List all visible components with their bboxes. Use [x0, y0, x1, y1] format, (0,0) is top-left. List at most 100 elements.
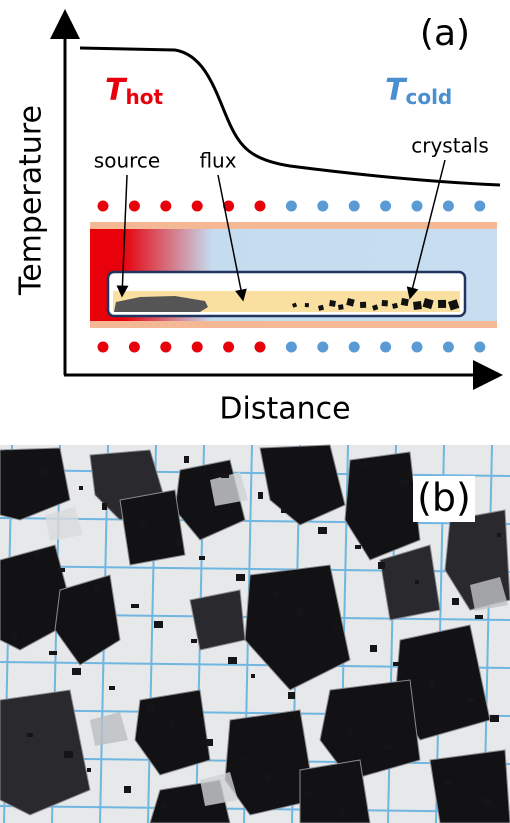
hot-label: Thot — [105, 73, 163, 109]
dot — [317, 342, 328, 353]
small-flake — [146, 704, 155, 711]
small-flake — [445, 780, 451, 784]
small-flake — [199, 556, 205, 560]
small-flake — [102, 503, 107, 510]
flake — [300, 760, 370, 823]
small-flake — [385, 745, 393, 749]
dot — [286, 342, 297, 353]
small-flake — [64, 751, 73, 758]
panel-label: (b) — [417, 476, 471, 520]
small-flake — [452, 598, 459, 605]
small-flake — [109, 686, 115, 690]
small-flake — [124, 786, 131, 793]
dot — [255, 201, 266, 212]
small-flake — [333, 627, 337, 631]
page: (a) Thot Tcold Temperature Distance sour… — [0, 0, 510, 823]
dot — [98, 342, 109, 353]
dot — [255, 342, 266, 353]
small-flake — [131, 604, 139, 608]
small-flake — [206, 739, 213, 746]
small-flake — [236, 574, 245, 581]
dot — [192, 201, 203, 212]
dot — [349, 201, 360, 212]
crystal — [338, 304, 344, 310]
small-flake — [243, 757, 247, 761]
dot — [412, 342, 423, 353]
small-flake — [467, 698, 475, 702]
dot — [286, 201, 297, 212]
small-flake — [258, 492, 263, 499]
small-flake — [72, 668, 81, 675]
subscript: hot — [125, 85, 163, 109]
small-flake — [34, 551, 41, 558]
small-flake — [348, 727, 353, 734]
small-flake — [490, 715, 499, 722]
dot — [223, 342, 234, 353]
small-flake — [79, 486, 83, 490]
small-flake — [340, 810, 345, 817]
small-flake — [393, 662, 401, 666]
dot — [349, 342, 360, 353]
small-flake — [221, 474, 229, 478]
small-flake — [296, 609, 303, 616]
furnace-wall — [90, 222, 497, 229]
dot — [98, 201, 109, 212]
small-flake — [228, 657, 237, 664]
crystal — [401, 298, 409, 306]
small-flake — [27, 733, 33, 737]
small-flake — [482, 798, 491, 805]
x-axis-label: Distance — [219, 392, 350, 427]
dot — [160, 201, 171, 212]
small-flake — [355, 545, 361, 549]
small-flake — [94, 586, 99, 593]
small-flake — [154, 621, 163, 628]
dot — [443, 201, 454, 212]
small-flake — [288, 692, 295, 699]
crystal — [382, 300, 388, 306]
furnace-wall — [90, 321, 497, 328]
small-flake — [161, 804, 165, 808]
flake — [120, 490, 185, 565]
crystal — [360, 302, 366, 308]
crystal — [413, 301, 422, 310]
panel-b: (b) — [0, 445, 510, 823]
dot — [129, 201, 140, 212]
small-flake — [49, 651, 57, 655]
small-flake — [363, 462, 369, 466]
small-flake — [475, 615, 483, 619]
dot — [129, 342, 140, 353]
small-flake — [191, 639, 197, 643]
y-axis-label: Temperature — [14, 105, 49, 296]
figure: (a) Thot Tcold Temperature Distance sour… — [0, 0, 510, 823]
small-flake — [12, 633, 17, 640]
dot — [380, 342, 391, 353]
small-flake — [176, 539, 181, 546]
panel-label: (a) — [420, 13, 470, 54]
small-flake — [139, 521, 147, 525]
flake — [190, 590, 245, 650]
crystal — [329, 300, 336, 307]
small-flake — [184, 456, 189, 463]
small-flake — [273, 592, 279, 596]
cold-label: Tcold — [385, 73, 452, 109]
annotation: crystals — [411, 134, 489, 158]
crystal — [305, 303, 309, 307]
dot — [474, 342, 485, 353]
small-flake — [430, 680, 435, 687]
small-flake — [57, 568, 65, 572]
dot — [317, 201, 328, 212]
crystal — [438, 300, 446, 308]
small-flake — [42, 468, 49, 475]
small-flake — [5, 450, 9, 454]
dot — [160, 342, 171, 353]
annotation: source — [94, 149, 160, 173]
small-flake — [378, 562, 385, 569]
dot — [443, 342, 454, 353]
annotation: flux — [199, 149, 236, 173]
small-flake — [251, 674, 255, 678]
dot — [474, 201, 485, 212]
subscript: cold — [405, 85, 452, 109]
dot — [192, 342, 203, 353]
small-flake — [169, 721, 173, 725]
small-flake — [370, 645, 377, 652]
